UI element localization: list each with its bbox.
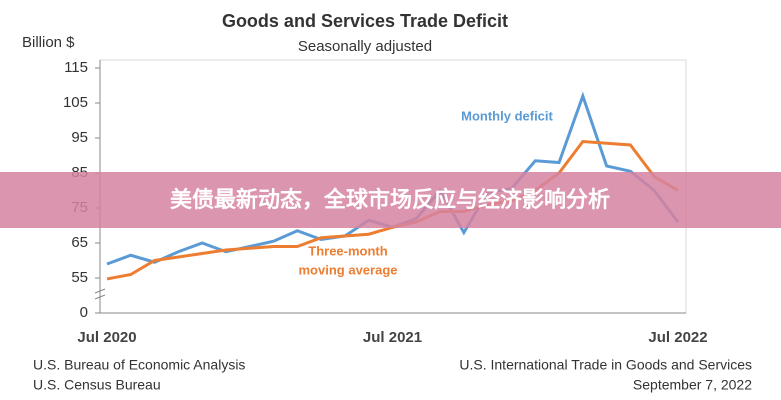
source-right: September 7, 2022 — [633, 377, 752, 393]
y-tick-label: 105 — [63, 94, 88, 111]
chart-subtitle: Seasonally adjusted — [298, 38, 432, 55]
y-tick-label: 65 — [71, 234, 88, 251]
axis-break — [94, 288, 106, 300]
source-right: U.S. International Trade in Goods and Se… — [459, 357, 752, 373]
banner-band — [0, 172, 781, 228]
source-left: U.S. Bureau of Economic Analysis — [33, 357, 245, 373]
annotation: Monthly deficit — [461, 108, 553, 123]
x-tick-label: Jul 2020 — [77, 329, 136, 346]
banner-text: 美债最新动态，全球市场反应与经济影响分析 — [170, 187, 610, 212]
x-tick-label: Jul 2021 — [363, 329, 422, 346]
x-tick-label: Jul 2022 — [648, 329, 707, 346]
y-tick-label: 0 — [80, 304, 88, 321]
y-tick-label: 95 — [71, 129, 88, 146]
annotation: Three-month — [308, 243, 388, 258]
y-tick-label: 115 — [64, 59, 88, 76]
chart-title: Goods and Services Trade Deficit — [222, 11, 508, 31]
annotation: moving average — [299, 262, 398, 277]
source-left: U.S. Census Bureau — [33, 377, 161, 393]
y-axis-label: Billion $ — [22, 34, 75, 51]
y-tick-label: 55 — [71, 269, 88, 286]
